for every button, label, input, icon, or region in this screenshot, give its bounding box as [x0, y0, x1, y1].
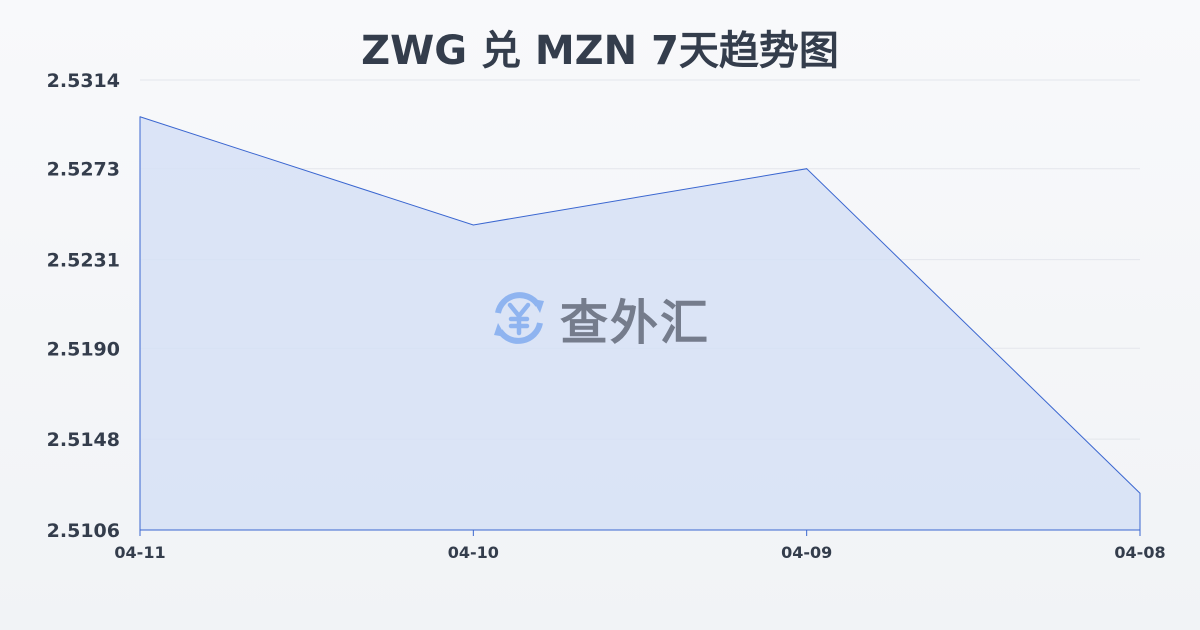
y-tick-label: 2.5314 [47, 70, 120, 92]
data-point [1139, 492, 1141, 494]
series-line [139, 116, 1141, 494]
area-fill [140, 116, 1140, 531]
y-tick-label: 2.5106 [47, 520, 120, 542]
y-tick-label: 2.5273 [47, 159, 120, 181]
x-tick-label: 04-11 [114, 543, 165, 562]
watermark: 查外汇 [488, 283, 710, 353]
data-point [472, 224, 474, 226]
x-tick-label: 04-10 [448, 543, 499, 562]
chart-title: ZWG 兑 MZN 7天趋势图 [361, 28, 839, 74]
yen-exchange-icon [494, 292, 544, 344]
y-tick-label: 2.5231 [47, 250, 120, 272]
x-tick-label: 04-08 [1114, 543, 1165, 562]
y-tick-label: 2.5190 [47, 338, 120, 360]
y-tick-label: 2.5148 [47, 429, 120, 451]
data-point [139, 116, 141, 118]
data-point [806, 168, 808, 170]
x-tick-label: 04-09 [781, 543, 832, 562]
watermark-text: 查外汇 [560, 295, 711, 351]
